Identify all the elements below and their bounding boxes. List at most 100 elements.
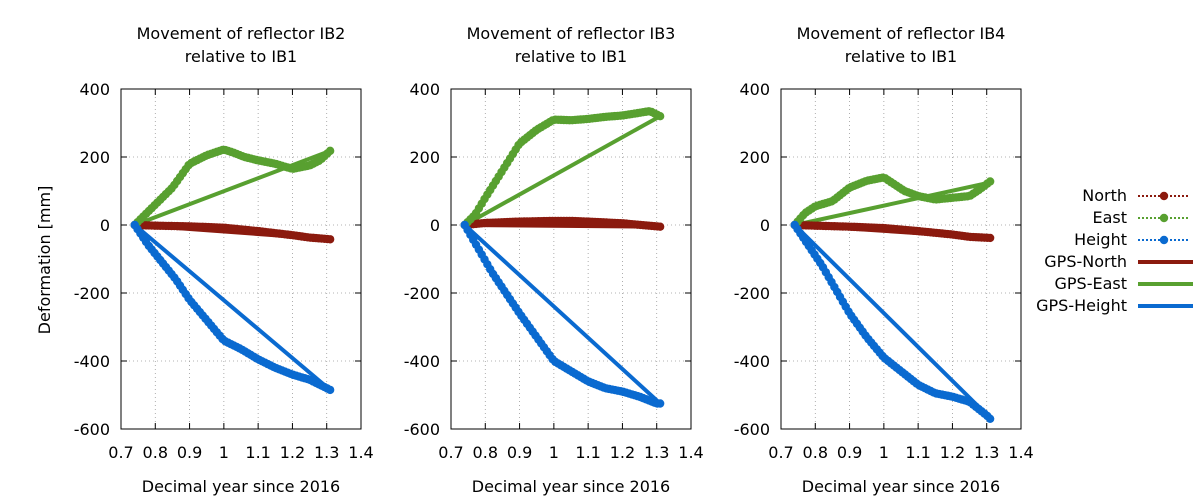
legend-item: GPS-North <box>1044 252 1193 271</box>
legend-item: GPS-East <box>1055 274 1193 293</box>
y-tick-label: -400 <box>404 352 440 371</box>
series-height <box>130 220 335 395</box>
y-tick-label: 400 <box>739 80 770 99</box>
series-gps-height <box>793 223 992 420</box>
x-axis-label: Decimal year since 2016 <box>142 477 340 496</box>
chart-title-line: relative to IB1 <box>515 47 627 66</box>
legend: North East Height GPS-North GPS-East GPS-Heig… <box>1036 186 1193 315</box>
gps-line <box>463 223 662 405</box>
y-tick-label: -600 <box>404 420 440 439</box>
x-tick-label: 1.3 <box>644 443 669 462</box>
y-tick-label: -600 <box>74 420 110 439</box>
legend-swatch-point <box>1159 235 1169 245</box>
data-point <box>985 233 995 243</box>
x-tick-label: 1.4 <box>348 443 373 462</box>
x-tick-label: 1.3 <box>314 443 339 462</box>
chart-title-line: Movement of reflector IB4 <box>797 24 1006 43</box>
y-tick-label: -600 <box>734 420 770 439</box>
legend-label: GPS-East <box>1055 274 1128 293</box>
series-gps-height <box>463 223 662 405</box>
x-tick-label: 0.9 <box>837 443 862 462</box>
chart-panel-1: Movement of reflector IB2 relative to IB1… <box>74 24 374 496</box>
x-tick-label: 1.2 <box>940 443 965 462</box>
x-tick-label: 1.4 <box>678 443 703 462</box>
x-tick-label: 0.8 <box>803 443 828 462</box>
data-point <box>985 414 995 423</box>
y-tick-label: 400 <box>409 80 440 99</box>
legend-label: East <box>1092 208 1127 227</box>
y-tick-label: -400 <box>734 352 770 371</box>
x-tick-label: 1 <box>879 443 889 462</box>
plot-frame <box>120 88 362 430</box>
legend-swatch-point <box>1159 213 1169 223</box>
y-tick-label: -200 <box>734 284 770 303</box>
series-gps-height <box>133 223 332 392</box>
y-axis-label: Deformation [mm] <box>35 186 54 335</box>
gps-line <box>463 114 662 227</box>
x-tick-label: 0.8 <box>473 443 498 462</box>
y-tick-label: -200 <box>74 284 110 303</box>
x-tick-label: 0.7 <box>768 443 793 462</box>
chart-panels: Movement of reflector IB2 relative to IB1… <box>74 24 1034 496</box>
x-tick-label: 1.2 <box>280 443 305 462</box>
data-point <box>985 177 995 186</box>
chart-title-line: Movement of reflector IB2 <box>137 24 346 43</box>
y-tick-label: 0 <box>100 216 110 235</box>
x-tick-label: 1.1 <box>245 443 270 462</box>
x-tick-label: 0.8 <box>143 443 168 462</box>
x-tick-label: 0.9 <box>507 443 532 462</box>
legend-label: GPS-Height <box>1036 296 1127 315</box>
series-gps-east <box>134 149 331 227</box>
series-height <box>460 220 665 408</box>
x-tick-label: 0.7 <box>108 443 133 462</box>
x-tick-label: 0.9 <box>177 443 202 462</box>
data-point <box>325 146 335 156</box>
data-point <box>325 235 335 244</box>
plot-frame <box>780 88 1022 430</box>
series-gps-east <box>794 180 991 227</box>
legend-item: North <box>1082 186 1190 205</box>
x-tick-label: 0.7 <box>438 443 463 462</box>
x-axis-label: Decimal year since 2016 <box>802 477 1000 496</box>
data-point <box>655 112 665 121</box>
legend-item: East <box>1092 208 1190 227</box>
series-north <box>790 220 995 243</box>
gps-line <box>793 223 992 420</box>
data-point <box>655 399 665 408</box>
y-tick-label: 200 <box>79 148 110 167</box>
gps-line <box>134 149 331 227</box>
y-tick-label: -400 <box>74 352 110 371</box>
series-east <box>790 173 995 230</box>
series-north <box>460 216 665 231</box>
x-tick-label: 1 <box>219 443 229 462</box>
data-point <box>325 385 335 395</box>
legend-item: GPS-Height <box>1036 296 1193 315</box>
chart-panel-2: Movement of reflector IB3 relative to IB1… <box>404 24 704 496</box>
x-axis-label: Decimal year since 2016 <box>472 477 670 496</box>
legend-label: North <box>1082 186 1127 205</box>
chart-title-line: Movement of reflector IB3 <box>467 24 676 43</box>
data-point <box>655 222 665 231</box>
y-tick-label: -200 <box>404 284 440 303</box>
series-east <box>130 145 335 230</box>
series-north <box>130 220 335 244</box>
x-tick-label: 1.1 <box>575 443 600 462</box>
series-gps-east <box>463 114 662 227</box>
legend-label: GPS-North <box>1044 252 1127 271</box>
y-tick-label: 0 <box>430 216 440 235</box>
gps-line <box>133 223 332 392</box>
chart-title-line: relative to IB1 <box>185 47 297 66</box>
y-tick-label: 0 <box>760 216 770 235</box>
legend-label: Height <box>1074 230 1127 249</box>
plot-frame <box>450 88 692 430</box>
chart-panel-3: Movement of reflector IB4 relative to IB1… <box>734 24 1034 496</box>
chart-title-line: relative to IB1 <box>845 47 957 66</box>
series-height <box>790 220 995 423</box>
legend-item: Height <box>1074 230 1190 249</box>
gps-line <box>794 180 991 227</box>
y-tick-label: 200 <box>409 148 440 167</box>
x-tick-label: 1.4 <box>1008 443 1033 462</box>
series-east <box>460 107 665 230</box>
x-tick-label: 1.3 <box>974 443 999 462</box>
